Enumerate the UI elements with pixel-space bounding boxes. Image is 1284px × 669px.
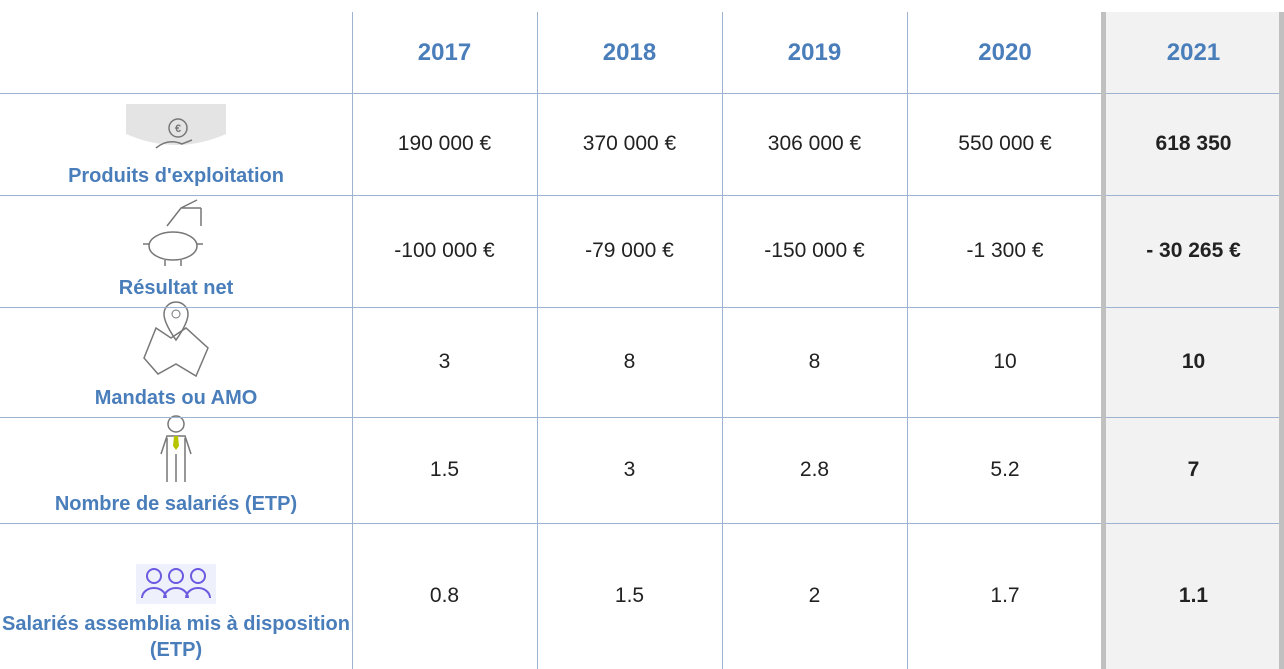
value-cell: 10 xyxy=(993,350,1017,373)
row-border xyxy=(0,417,1284,418)
highlight-border xyxy=(1101,12,1106,669)
row-label: Résultat net xyxy=(0,195,352,307)
row-label: Salariés assemblia mis à disposition (ET… xyxy=(0,523,352,669)
value-cell: 1.7 xyxy=(990,584,1020,607)
value-cell: 370 000 € xyxy=(582,132,677,155)
row-icon xyxy=(131,198,221,275)
value-cell: 190 000 € xyxy=(397,132,492,155)
value-cell: 5.2 xyxy=(990,458,1020,481)
row-border xyxy=(0,195,1284,196)
value-cell: 306 000 € xyxy=(767,132,862,155)
value-cell: -79 000 € xyxy=(585,239,674,262)
column-header: 2017 xyxy=(417,38,472,66)
value-cell: -1 300 € xyxy=(966,239,1044,262)
row-icon xyxy=(136,298,216,385)
row-label: Nombre de salariés (ETP) xyxy=(0,414,352,523)
column-border xyxy=(907,12,908,669)
value-cell: 8 xyxy=(808,350,821,373)
value-cell: 3 xyxy=(623,458,636,481)
value-cell: 618 350 xyxy=(1103,93,1284,195)
value-cell: 1.5 xyxy=(429,458,460,481)
row-border xyxy=(0,93,1284,94)
value-cell: 2.8 xyxy=(799,458,830,481)
row-label-text: Résultat net xyxy=(118,277,234,299)
value-cell: - 30 265 € xyxy=(1103,195,1284,307)
row-label-text: Nombre de salariés (ETP) xyxy=(54,493,298,515)
column-header: 2018 xyxy=(602,38,657,66)
value-cell: 0.8 xyxy=(429,584,460,607)
value-cell: 7 xyxy=(1103,417,1284,523)
svg-text:€: € xyxy=(175,123,181,135)
value-cell: 550 000 € xyxy=(958,132,1052,155)
row-icon: € xyxy=(126,104,226,163)
row-icon xyxy=(151,414,201,491)
row-border xyxy=(0,307,1284,308)
row-label: € Produits d'exploitation xyxy=(0,93,352,195)
column-border xyxy=(352,12,353,669)
value-cell: 1.1 xyxy=(1103,523,1284,669)
value-cell: 1.5 xyxy=(614,584,645,607)
row-label-text: Salariés assemblia mis à disposition (ET… xyxy=(2,613,350,661)
row-label-text: Mandats ou AMO xyxy=(94,387,258,409)
highlight-border xyxy=(1279,12,1284,669)
row-label-text: Produits d'exploitation xyxy=(68,165,284,187)
column-header: 2019 xyxy=(787,38,842,66)
column-border xyxy=(537,12,538,669)
row-label: Mandats ou AMO xyxy=(0,301,352,417)
row-icon xyxy=(136,564,216,611)
value-cell: 8 xyxy=(623,350,636,373)
value-cell: 2 xyxy=(808,584,821,607)
row-border xyxy=(0,523,1284,524)
value-cell: -150 000 € xyxy=(764,239,865,262)
column-header: 2021 xyxy=(1103,12,1284,93)
column-header: 2020 xyxy=(978,38,1032,66)
value-cell: 3 xyxy=(438,350,451,373)
column-border xyxy=(722,12,723,669)
value-cell: 10 xyxy=(1103,307,1284,417)
value-cell: -100 000 € xyxy=(394,239,495,262)
